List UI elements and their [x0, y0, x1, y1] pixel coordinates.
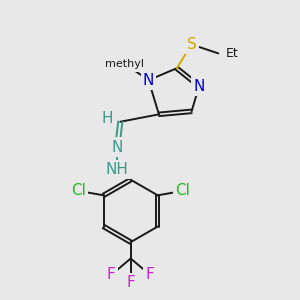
Text: F: F	[107, 267, 116, 282]
Text: S: S	[187, 37, 196, 52]
Text: Cl: Cl	[71, 183, 86, 198]
Text: NH: NH	[106, 162, 129, 177]
Text: N: N	[143, 73, 154, 88]
Text: H: H	[101, 111, 113, 126]
Text: methyl: methyl	[103, 57, 146, 70]
Text: N: N	[112, 140, 123, 154]
Text: Et: Et	[226, 47, 239, 60]
Text: F: F	[146, 267, 154, 282]
Text: N: N	[194, 79, 205, 94]
Text: Cl: Cl	[176, 183, 190, 198]
Text: methyl: methyl	[105, 59, 144, 69]
Text: F: F	[126, 275, 135, 290]
